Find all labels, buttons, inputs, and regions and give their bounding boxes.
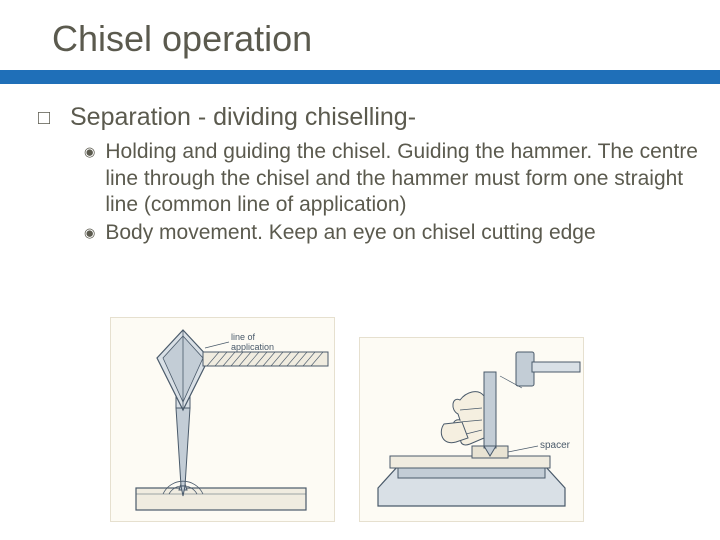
level1-text: Separation - dividing chiselling- xyxy=(70,102,704,133)
level2-text-1: Body movement. Keep an eye on chisel cut… xyxy=(105,220,704,246)
slide-container: Chisel operation □ Separation - dividing… xyxy=(0,0,720,540)
bullet-level2: ◉ Holding and guiding the chisel. Guidin… xyxy=(84,139,704,218)
bullet-level2: ◉ Body movement. Keep an eye on chisel c… xyxy=(84,220,704,246)
bullet-dot-icon: ◉ xyxy=(84,144,95,218)
figure-2: spacer xyxy=(359,337,584,522)
accent-bar xyxy=(0,70,720,84)
bullet-square-icon: □ xyxy=(38,106,56,133)
bullet-dot-icon: ◉ xyxy=(84,225,95,246)
slide-title: Chisel operation xyxy=(0,18,720,60)
level2-text-0: Holding and guiding the chisel. Guiding … xyxy=(105,139,704,218)
bullet-level1: □ Separation - dividing chiselling- xyxy=(38,102,704,133)
figures-row: line of application xyxy=(110,317,584,522)
fig1-label-line: line of xyxy=(231,332,256,342)
figure-1-svg: line of application xyxy=(111,318,336,523)
level2-list: ◉ Holding and guiding the chisel. Guidin… xyxy=(38,139,704,246)
body-text: □ Separation - dividing chiselling- ◉ Ho… xyxy=(0,102,720,246)
fig1-label-app: application xyxy=(231,342,274,352)
figure-2-svg: spacer xyxy=(360,338,585,523)
figure-1: line of application xyxy=(110,317,335,522)
fig2-label-spacer: spacer xyxy=(540,440,571,451)
